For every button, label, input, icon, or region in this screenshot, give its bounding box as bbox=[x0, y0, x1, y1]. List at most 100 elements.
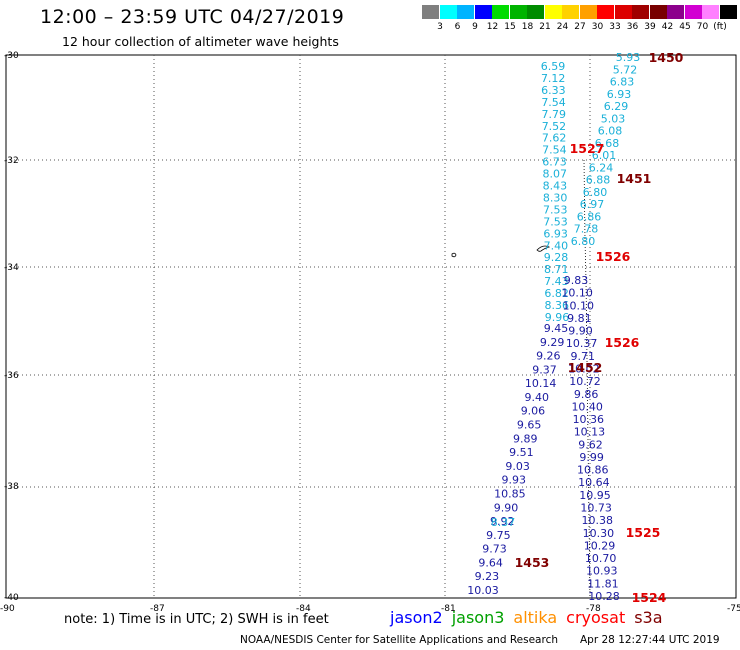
wave-height-value: 6.73 bbox=[542, 156, 567, 169]
lat-label: -38 bbox=[4, 482, 19, 492]
wave-height-value: 10.38 bbox=[582, 514, 614, 527]
wave-height-value: 6.29 bbox=[604, 100, 629, 113]
wave-height-value: 10.02 bbox=[568, 362, 600, 375]
wave-height-value: 9.90 bbox=[494, 501, 519, 514]
pass-time-label: 1451 bbox=[617, 171, 652, 186]
lon-label: -90 bbox=[0, 604, 15, 614]
wave-height-value: 10.86 bbox=[577, 464, 609, 477]
island-outline bbox=[451, 252, 457, 258]
wave-height-value: 5.03 bbox=[601, 112, 626, 125]
wave-height-value: 10.37 bbox=[566, 337, 598, 350]
credit-text: NOAA/NESDIS Center for Satellite Applica… bbox=[240, 634, 558, 646]
lon-label: -78 bbox=[586, 604, 601, 614]
color-tick-label: 39 bbox=[644, 22, 656, 32]
wave-height-value: 6.83 bbox=[610, 76, 635, 89]
wave-height-value: 7.79 bbox=[542, 108, 567, 121]
map-frame bbox=[5, 54, 737, 599]
lat-label: -30 bbox=[4, 51, 19, 61]
color-swatch bbox=[614, 5, 632, 19]
wave-height-value: 8.07 bbox=[542, 168, 567, 181]
pass-time-label: 1526 bbox=[596, 249, 631, 264]
wave-height-value: 9.90 bbox=[568, 325, 593, 338]
color-swatch bbox=[667, 5, 684, 19]
wave-height-value: 10.10 bbox=[561, 287, 593, 300]
pass-time-label: 1527 bbox=[570, 141, 605, 156]
color-swatch bbox=[632, 5, 649, 19]
wave-height-value: 10.64 bbox=[578, 476, 610, 489]
color-swatch bbox=[579, 5, 597, 19]
color-swatch bbox=[422, 5, 439, 19]
wave-height-value: 10.14 bbox=[525, 377, 557, 390]
color-tick-label: 6 bbox=[454, 22, 461, 32]
wave-height-value: 6.93 bbox=[607, 88, 632, 101]
wave-height-value: 8.71 bbox=[544, 263, 569, 276]
color-tick-label: 30 bbox=[591, 22, 604, 32]
color-swatch bbox=[684, 5, 702, 19]
satellite-legend-item: cryosat bbox=[566, 608, 626, 627]
wave-height-value: 10.40 bbox=[571, 400, 603, 413]
pass-time-label: 1526 bbox=[605, 335, 640, 350]
color-swatch bbox=[492, 5, 509, 19]
wave-height-value: 9.65 bbox=[517, 419, 542, 432]
timestamp-text: Apr 28 12:27:44 UTC 2019 bbox=[580, 634, 720, 646]
color-tick-label: 70 bbox=[696, 22, 709, 32]
island-outline bbox=[536, 245, 551, 252]
wave-height-value: 9.96 bbox=[545, 311, 570, 324]
color-swatch bbox=[544, 5, 562, 19]
wave-height-value: 7.43 bbox=[544, 275, 569, 288]
wave-height-value: 7.12 bbox=[541, 72, 566, 85]
coastline bbox=[583, 159, 591, 599]
satellite-legend-item: altika bbox=[513, 608, 558, 627]
satellite-legend-item: s3a bbox=[634, 608, 663, 627]
page-title: 12:00 – 23:59 UTC 04/27/2019 bbox=[40, 6, 345, 28]
wave-height-value: 9.23 bbox=[475, 570, 500, 583]
color-tick-label: 36 bbox=[626, 22, 639, 32]
satellite-legend: jason2 jason3 altika cryosat s3a bbox=[390, 608, 672, 627]
wave-height-value: 9.26 bbox=[536, 350, 561, 363]
wave-height-value: 7.53 bbox=[543, 215, 568, 228]
wave-height-value: 6.33 bbox=[541, 84, 566, 97]
wave-height-value: 9.92 bbox=[490, 515, 515, 528]
wave-height-value: 9.51 bbox=[509, 446, 534, 459]
wave-height-value: 6.08 bbox=[598, 125, 623, 138]
wave-height-value: 9.37 bbox=[532, 363, 557, 376]
wave-height-value: 6.01 bbox=[592, 149, 617, 162]
lon-label: -84 bbox=[296, 604, 311, 614]
wave-height-value: 10.36 bbox=[573, 413, 605, 426]
pass-time-label: 1524 bbox=[632, 590, 667, 605]
wave-height-value: 9.29 bbox=[540, 336, 565, 349]
wave-height-value: 9.06 bbox=[521, 405, 546, 418]
color-tick-label: 12 bbox=[486, 22, 499, 32]
wave-height-value: 6.68 bbox=[595, 137, 620, 150]
color-tick-label: 42 bbox=[661, 22, 674, 32]
wave-height-value: 6.24 bbox=[589, 161, 614, 174]
wave-height-value: 10.95 bbox=[579, 489, 611, 502]
wave-height-value: 8.37 bbox=[491, 516, 516, 529]
wave-height-value: 6.59 bbox=[541, 60, 566, 73]
wave-height-value: 6.97 bbox=[580, 198, 605, 211]
pass-time-label: 1525 bbox=[626, 525, 661, 540]
wave-height-value: 5.72 bbox=[613, 63, 638, 76]
color-tick-label: 18 bbox=[521, 22, 534, 32]
color-swatch bbox=[719, 5, 737, 19]
color-swatch bbox=[597, 5, 614, 19]
wave-height-value: 7.54 bbox=[542, 144, 567, 157]
wave-height-value: 10.28 bbox=[588, 590, 620, 603]
wave-height-value: 9.75 bbox=[486, 529, 511, 542]
color-tick-label: 33 bbox=[609, 22, 621, 32]
color-swatch bbox=[649, 5, 667, 19]
color-swatch bbox=[457, 5, 474, 19]
color-tick-label: 3 bbox=[437, 22, 443, 32]
pass-time-label: 1452 bbox=[568, 360, 603, 375]
wave-height-value: 8.43 bbox=[543, 180, 568, 193]
wave-height-value: 10.85 bbox=[494, 487, 526, 500]
wave-height-value: 6.88 bbox=[586, 174, 611, 187]
wave-height-value: 9.99 bbox=[579, 451, 604, 464]
wave-height-value: 5.93 bbox=[616, 51, 641, 64]
color-tick-label: 15 bbox=[504, 22, 516, 32]
wave-height-value: 9.89 bbox=[513, 432, 538, 445]
color-tick-label: 27 bbox=[574, 22, 586, 32]
wave-height-value: 9.86 bbox=[574, 388, 599, 401]
wave-height-value: 11.81 bbox=[587, 577, 619, 590]
